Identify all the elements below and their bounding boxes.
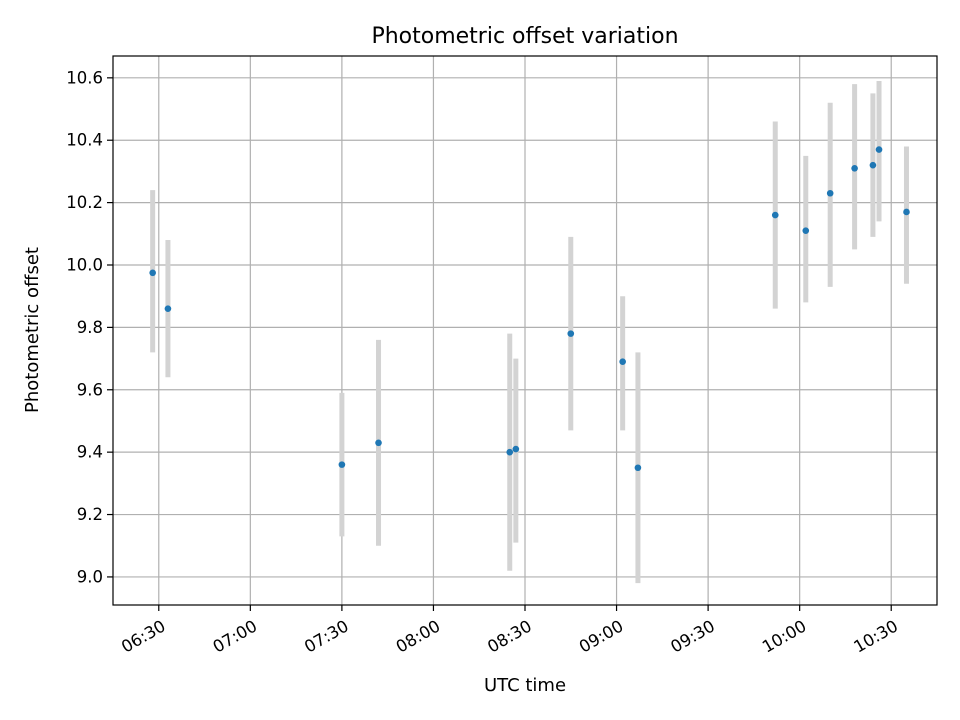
y-tick-label: 10.0 [66, 255, 103, 274]
y-axis-label: Photometric offset [22, 247, 43, 413]
x-tick-label: 07:30 [301, 616, 352, 656]
x-tick-label: 09:30 [667, 616, 718, 656]
x-tick-label: 10:30 [851, 616, 902, 656]
x-tick-label: 09:00 [576, 616, 627, 656]
data-point [567, 330, 575, 337]
data-point [851, 164, 858, 172]
data-layer [149, 80, 910, 584]
y-tick-label: 9.4 [77, 443, 103, 462]
data-point [802, 227, 810, 234]
data-point [634, 464, 642, 472]
data-point [149, 269, 156, 277]
data-point [771, 211, 779, 219]
data-point [875, 146, 883, 153]
data-point [512, 445, 520, 453]
data-point [164, 305, 172, 312]
x-tick-label: 10:00 [759, 616, 810, 656]
x-tick-label: 06:30 [118, 616, 169, 656]
y-tick-label: 10.2 [66, 193, 103, 212]
grid [113, 56, 937, 605]
data-point [619, 358, 626, 365]
y-tick-label: 9.2 [77, 505, 103, 524]
data-point [375, 439, 382, 447]
y-tick-label: 10.6 [66, 68, 103, 87]
data-point [869, 161, 877, 169]
x-axis-label: UTC time [484, 675, 566, 696]
x-tick-label: 08:00 [393, 616, 444, 656]
data-point [903, 208, 910, 216]
x-tick-label: 08:30 [484, 616, 535, 656]
data-point [826, 189, 834, 197]
x-tick-label: 07:00 [210, 616, 261, 656]
data-point [338, 461, 346, 468]
chart-title: Photometric offset variation [371, 24, 678, 49]
y-tick-label: 9.0 [77, 567, 103, 586]
data-point [506, 448, 514, 456]
y-tick-label: 9.6 [77, 380, 103, 399]
y-tick-label: 10.4 [66, 131, 103, 150]
y-tick-label: 9.8 [77, 318, 103, 337]
